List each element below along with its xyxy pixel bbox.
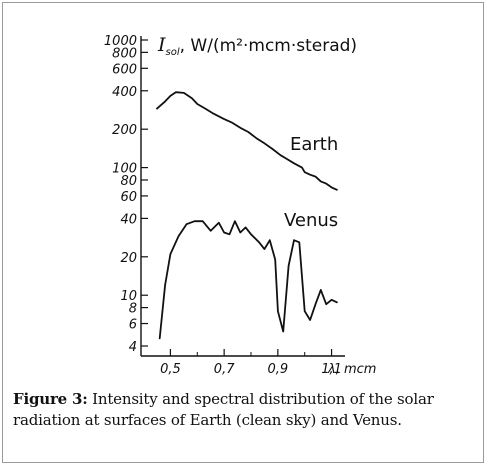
caption-label: Figure 3: — [13, 390, 88, 408]
x-tick-label-0: 0,5 — [160, 362, 181, 377]
y-tick-label-100: 100 — [112, 162, 137, 177]
y-tick-label-40: 40 — [120, 212, 137, 227]
x-ticks: 0,5 0,7 0,9 1,1 — [160, 349, 342, 377]
y-tick-label-20: 20 — [120, 251, 137, 266]
caption-text: Intensity and spectral distribution of t… — [13, 390, 434, 429]
y-tick-label-60: 60 — [120, 190, 137, 205]
x-tick-label-1: 0,7 — [214, 362, 235, 377]
y-axis-units: , W/(m²·mcm·sterad) — [180, 36, 357, 56]
y-tick-label-1000: 1000 — [104, 34, 137, 49]
y-tick-label-600: 600 — [112, 62, 137, 77]
y-tick-label-8: 8 — [129, 302, 137, 317]
figure-caption: Figure 3: Intensity and spectral distrib… — [13, 389, 475, 431]
x-axis-label: λ, mcm — [327, 362, 376, 377]
series-line-earth — [156, 91, 338, 191]
y-axis-subscript: sol — [166, 47, 180, 58]
labels: Earth Venus Isol, W/(m²·mcm·sterad) λ, mcm — [157, 34, 376, 377]
series-line-venus — [158, 220, 338, 340]
y-axis-symbol: I — [157, 34, 166, 56]
y-axis-label: Isol, W/(m²·mcm·sterad) — [157, 34, 357, 58]
y-tick-label-4: 4 — [129, 340, 137, 355]
series-label-earth: Earth — [290, 134, 338, 155]
y-tick-label-10: 10 — [120, 289, 137, 304]
y-tick-label-400: 400 — [112, 85, 137, 100]
y-tick-label-800: 800 — [112, 46, 137, 61]
y-tick-label-200: 200 — [112, 123, 137, 138]
chart: 1000 800 600 400 200 100 80 60 40 20 10 8 6 4 0,5 0,7 0… — [104, 34, 377, 377]
y-tick-label-80: 80 — [120, 174, 137, 189]
series-label-venus: Venus — [284, 210, 338, 231]
x-tick-label-3: 1,1 — [321, 362, 342, 377]
x-tick-label-2: 0,9 — [268, 362, 289, 377]
y-tick-label-6: 6 — [129, 318, 137, 333]
series-group — [156, 91, 338, 340]
